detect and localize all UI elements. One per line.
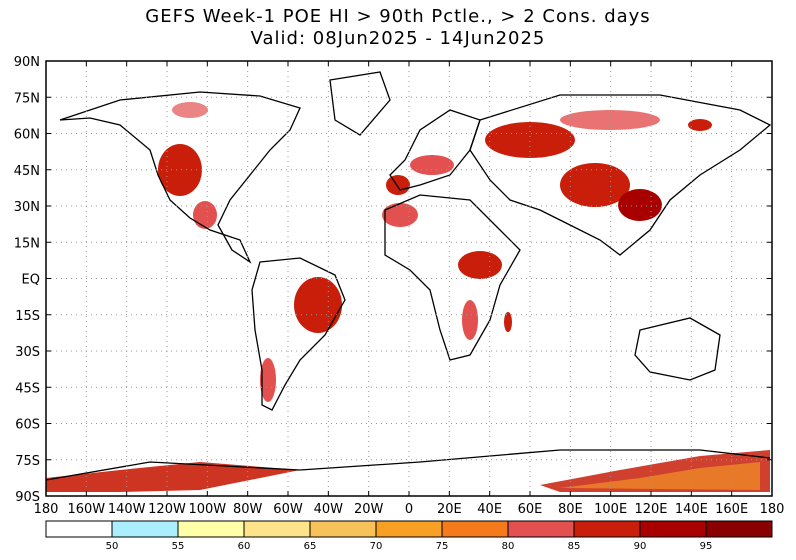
lat-label: 60S [15,418,40,433]
lon-label: 60W [273,502,303,517]
longitude-labels: 180 160W 140W 120W 100W 80W 60W 40W 20W 0 20E 40E 60… [34,502,785,517]
colorbar-segment [639,520,707,538]
lon-label: 60E [518,502,543,517]
colorbar-label: 60 [238,541,251,552]
lon-label: 100W [188,502,226,517]
lon-label: 160W [67,502,105,517]
colorbar-label: 50 [106,541,119,552]
colorbar-segment [309,520,377,538]
colorbar-label: 70 [370,541,383,552]
lon-label: 40W [314,502,344,517]
colorbar-segment [573,520,641,538]
lat-label: 90S [15,490,40,505]
map-title-line1: GEFS Week-1 POE HI > 90th Pctle., > 2 Co… [145,6,651,27]
lon-label: 160E [715,502,748,517]
lat-label: 15N [14,236,40,251]
lon-label: 180 [34,502,59,517]
lat-label: 45N [14,164,40,179]
lon-label: 120W [148,502,186,517]
lon-label: 180 [760,502,785,517]
probability-shading [46,102,770,492]
colorbar-label: 80 [502,541,515,552]
lon-label: 0 [405,502,413,517]
lon-label: 40E [477,502,502,517]
colorbar-segment [177,520,245,538]
colorbar-label: 95 [700,541,713,552]
lon-label: 100E [594,502,627,517]
lat-label: EQ [22,273,40,288]
lon-label: 80W [233,502,263,517]
lon-label: 80E [558,502,583,517]
graticule [46,61,772,496]
colorbar-label: 90 [634,541,647,552]
colorbar-labels: 50 55 60 65 70 75 80 85 90 95 [106,541,713,552]
colorbar-segment [243,520,311,538]
coastlines [45,71,772,481]
lat-label: 45S [15,381,40,396]
latitude-labels: 90N 75N 60N 45N 30N 15N EQ 15S 30S 45S 60S 75S 90S [14,55,40,505]
colorbar-segment [111,520,179,538]
colorbar-segment [441,520,509,538]
lat-label: 30N [14,200,40,215]
colorbar-segment [705,520,773,538]
lon-label: 20E [437,502,462,517]
lat-label: 90N [14,55,40,70]
colorbar-label: 75 [436,541,449,552]
colorbar-segment [45,520,113,538]
colorbar [45,520,773,538]
colorbar-segment [375,520,443,538]
lon-label: 120E [634,502,667,517]
colorbar-label: 65 [304,541,317,552]
lon-label: 140W [108,502,146,517]
colorbar-label: 55 [172,541,185,552]
lat-label: 30S [15,345,40,360]
colorbar-label: 85 [568,541,581,552]
lon-label: 140E [675,502,708,517]
lon-label: 20W [354,502,384,517]
lat-label: 15S [15,309,40,324]
lat-label: 75S [15,454,40,469]
map-title-line2: Valid: 08Jun2025 - 14Jun2025 [250,28,546,49]
lat-label: 75N [14,91,40,106]
colorbar-segment [507,520,575,538]
lat-label: 60N [14,128,40,143]
